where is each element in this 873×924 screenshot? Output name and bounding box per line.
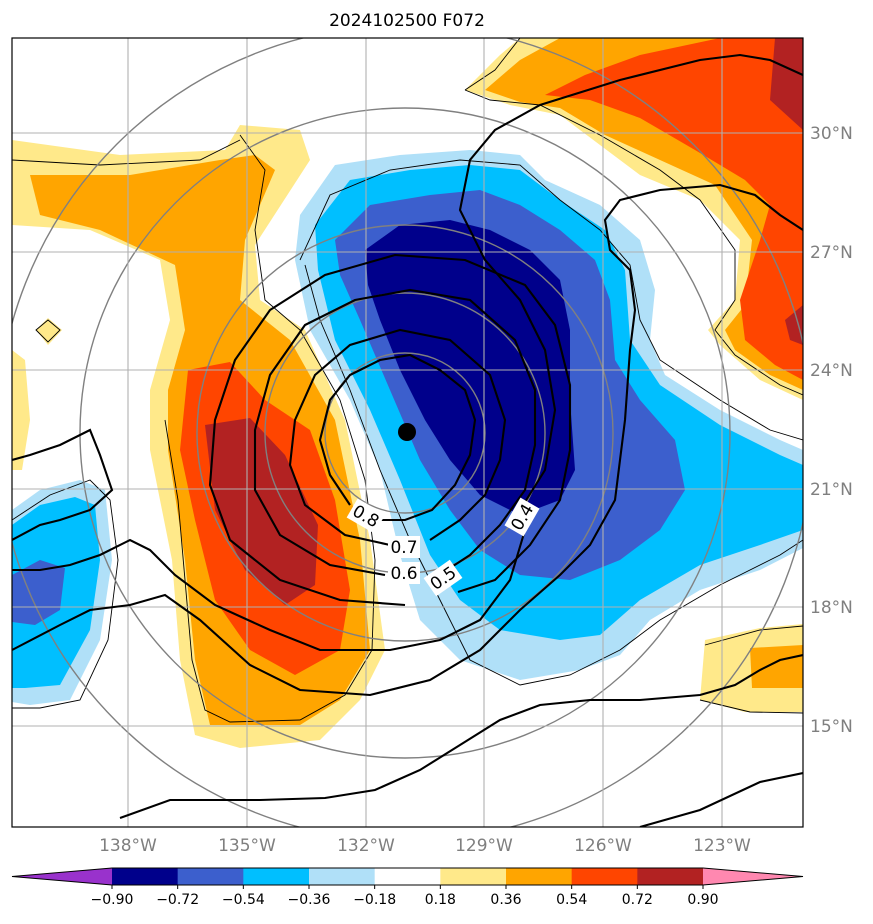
lon-label: 138°W [99,836,157,856]
labeled-contours [12,53,803,827]
lon-label: 126°W [574,836,632,856]
colorbar-tick-label: 0.90 [687,892,718,908]
lon-label: 129°W [455,836,513,856]
lat-label: 24°N [810,361,853,381]
contour-06 [253,288,537,577]
lat-label: 21°N [810,480,853,500]
colorbar-tick-label: −0.18 [353,892,396,908]
colorbar-segment [440,868,507,885]
map-frame [11,37,804,828]
positive-anomaly-southeast [700,624,803,712]
colorbar-tick-label: 0.36 [490,892,521,908]
colorbar-segment [506,868,573,885]
gridlines [12,38,803,827]
storm-center-marker [398,423,416,441]
lon-label: 135°W [218,836,276,856]
negative-anomaly-west [12,480,112,705]
colorbar-tick-label: −0.90 [91,892,134,908]
map-area: 0.8 0.7 0.6 0.5 0.4 [12,38,803,827]
range-rings [12,38,803,827]
colorbar-extend-high [703,868,803,885]
contour-label: 0.7 [390,538,417,558]
contour-02 [12,428,114,541]
contour-05 [208,253,572,607]
colorbar-segment [243,868,310,885]
colorbar-segment [637,868,704,885]
lon-label: 132°W [337,836,395,856]
colorbar-tick-label: −0.36 [288,892,331,908]
lon-labels: 138°W 135°W 132°W 129°W 126°W 123°W [99,836,751,856]
map-title: 2024102500 F072 [329,11,485,31]
contour-07 [288,328,507,547]
colorbar-segment [177,868,244,885]
colorbar: −0.90 −0.72 −0.54 −0.36 −0.18 0.18 0.36 0.54 0.7… [11,867,804,908]
contour-label: 0.6 [390,564,417,584]
colorbar-tick-label: 0.18 [425,892,456,908]
colorbar-extend-low [12,868,112,885]
colorbar-tick-label: −0.54 [222,892,265,908]
colorbar-segment [309,868,376,885]
contour-01 [119,653,803,819]
contour-04 [458,53,803,511]
lat-labels: 30°N 27°N 24°N 21°N 18°N 15°N [810,124,853,737]
lat-label: 30°N [810,124,853,144]
contour-08 [318,353,477,522]
colorbar-segment [571,868,638,885]
contour-04-left [12,529,527,652]
positive-anomaly-west-edge [12,350,30,470]
lat-label: 27°N [810,243,853,263]
lat-label: 15°N [810,717,853,737]
colorbar-tick-label: 0.72 [622,892,653,908]
colorbar-tick-label: 0.54 [556,892,587,908]
contour-03 [12,183,803,697]
positive-anomaly-northeast [465,38,803,400]
lat-label: 18°N [810,598,853,618]
colorbar-segment [112,868,179,885]
colorbar-segment [374,868,441,885]
colorbar-tick-label: −0.72 [156,892,199,908]
lon-label: 123°W [693,836,751,856]
contour-00 [639,771,803,827]
